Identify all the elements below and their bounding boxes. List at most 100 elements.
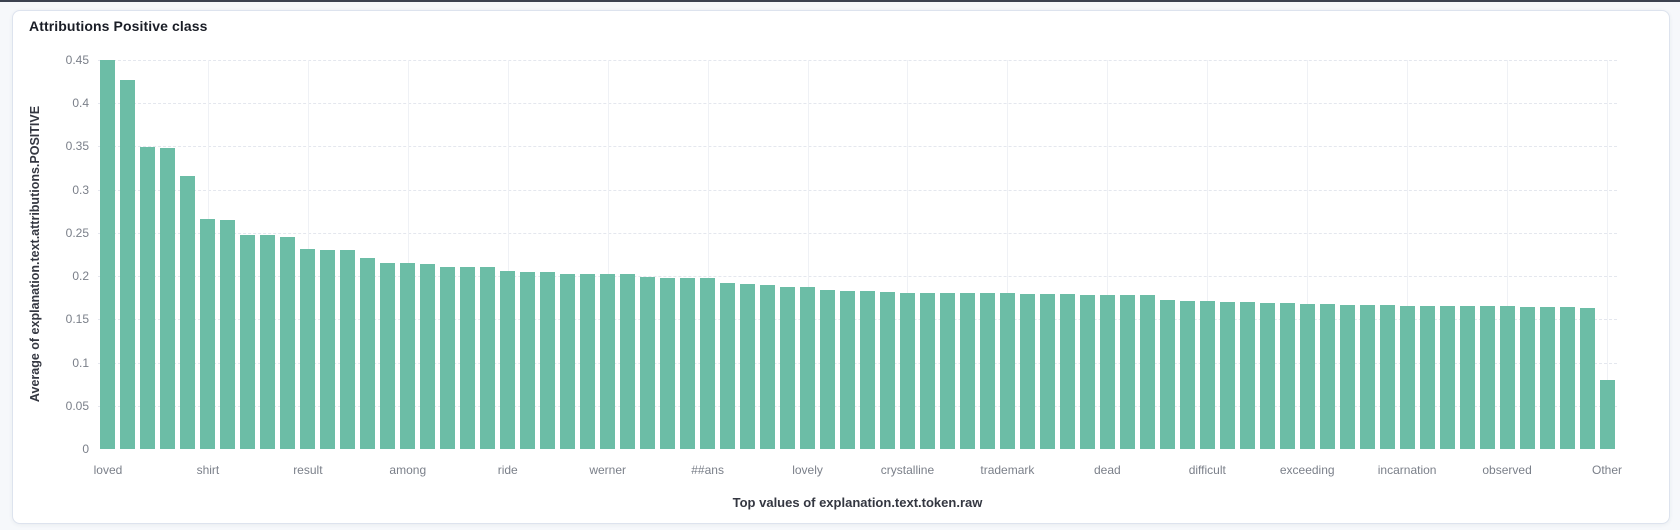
x-tick-label: crystalline: [880, 463, 935, 477]
bar[interactable]: [859, 290, 875, 449]
bar[interactable]: [1019, 294, 1035, 449]
bar[interactable]: [1559, 307, 1575, 449]
bar[interactable]: [1199, 301, 1215, 449]
bar[interactable]: [1379, 304, 1395, 449]
bar[interactable]: [939, 292, 955, 449]
bar[interactable]: [1519, 307, 1535, 449]
bar[interactable]: [1239, 302, 1255, 449]
bar[interactable]: [1439, 305, 1455, 449]
bar[interactable]: [120, 79, 136, 449]
bar[interactable]: [820, 289, 836, 449]
bar[interactable]: [1219, 302, 1235, 449]
v-gridline: [607, 60, 609, 449]
bar[interactable]: [1399, 305, 1415, 449]
bar[interactable]: [500, 270, 516, 449]
h-gridline: [98, 60, 1617, 61]
h-gridline: [98, 319, 1617, 321]
bar[interactable]: [580, 273, 596, 449]
bar[interactable]: [999, 293, 1015, 449]
bar[interactable]: [1139, 295, 1155, 449]
bar[interactable]: [240, 234, 256, 449]
x-tick-label: Other: [1591, 463, 1623, 477]
bar[interactable]: [200, 219, 216, 449]
bar[interactable]: [640, 276, 656, 449]
bar[interactable]: [1419, 305, 1435, 449]
bar[interactable]: [360, 257, 376, 449]
bar[interactable]: [1159, 300, 1175, 449]
bar[interactable]: [780, 286, 796, 449]
bar[interactable]: [1119, 295, 1135, 449]
bar[interactable]: [480, 267, 496, 449]
x-tick-label: trademark: [980, 463, 1035, 477]
bar[interactable]: [1579, 308, 1595, 449]
bar[interactable]: [340, 250, 356, 449]
bar[interactable]: [600, 274, 616, 449]
bar[interactable]: [420, 264, 436, 449]
bar[interactable]: [680, 277, 696, 449]
bar[interactable]: [160, 148, 176, 449]
bar[interactable]: [1259, 302, 1275, 449]
bar[interactable]: [300, 249, 316, 449]
bar[interactable]: [840, 290, 855, 449]
bar[interactable]: [1039, 294, 1055, 449]
top-divider: [0, 0, 1680, 2]
bar[interactable]: [1279, 302, 1295, 449]
bar[interactable]: [280, 237, 296, 449]
bar[interactable]: [440, 266, 456, 449]
y-tick-label: 0: [82, 442, 89, 456]
bar[interactable]: [380, 263, 396, 449]
v-gridline: [1207, 60, 1209, 449]
bar[interactable]: [460, 266, 476, 449]
bar[interactable]: [100, 60, 116, 449]
bar[interactable]: [899, 292, 915, 449]
y-tick-label: 0.2: [72, 269, 89, 284]
bar[interactable]: [1059, 294, 1075, 449]
x-tick-label: result: [293, 463, 323, 477]
h-gridline: [98, 276, 1617, 278]
bar[interactable]: [879, 291, 895, 449]
bar[interactable]: [1539, 307, 1555, 449]
plot-area: [98, 60, 1617, 449]
bar[interactable]: [1319, 303, 1335, 449]
chart-title: Attributions Positive class: [29, 18, 208, 34]
x-tick-label: observed: [1482, 463, 1532, 477]
bar[interactable]: [1459, 306, 1475, 449]
bar[interactable]: [1179, 301, 1195, 449]
bar[interactable]: [1339, 304, 1355, 449]
bar[interactable]: [620, 274, 636, 449]
h-gridline: [98, 405, 1617, 407]
bar[interactable]: [919, 292, 935, 449]
bar[interactable]: [560, 273, 576, 449]
bar[interactable]: [740, 283, 756, 449]
bar[interactable]: [1359, 304, 1375, 449]
bar[interactable]: [260, 235, 276, 449]
bar[interactable]: [959, 293, 975, 449]
bar[interactable]: [1599, 379, 1615, 449]
v-gridline: [907, 60, 909, 449]
bar[interactable]: [540, 271, 556, 449]
bar[interactable]: [140, 147, 156, 449]
visualization-panel: Attributions Positive class Average of e…: [12, 10, 1670, 524]
bar[interactable]: [220, 219, 236, 449]
y-tick-label: 0.05: [65, 398, 89, 413]
bar[interactable]: [979, 293, 995, 449]
bar[interactable]: [700, 277, 716, 449]
bar[interactable]: [760, 284, 776, 449]
bar[interactable]: [720, 283, 736, 449]
bar[interactable]: [520, 271, 536, 449]
bar[interactable]: [800, 287, 816, 449]
y-tick-label: 0.3: [72, 182, 89, 197]
bar[interactable]: [1499, 306, 1515, 449]
bar[interactable]: [1299, 303, 1315, 449]
v-gridline: [1107, 60, 1109, 449]
bar[interactable]: [1479, 306, 1495, 449]
x-tick-label: ##ans: [691, 463, 724, 477]
bar[interactable]: [1099, 295, 1115, 449]
v-gridline: [707, 60, 709, 449]
bar[interactable]: [1079, 295, 1095, 449]
bar[interactable]: [320, 250, 336, 449]
bar[interactable]: [660, 277, 676, 449]
bar[interactable]: [180, 175, 196, 449]
bar[interactable]: [400, 263, 416, 449]
v-gridline: [1307, 60, 1309, 449]
